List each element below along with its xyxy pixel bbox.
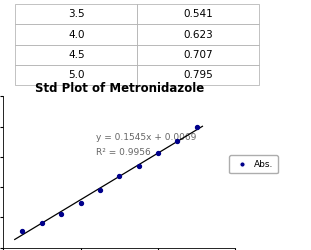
Abs. — [175, 139, 180, 143]
Title: Std Plot of Metronidazole: Std Plot of Metronidazole — [35, 82, 204, 95]
Abs. — [78, 201, 83, 205]
Abs. — [117, 174, 122, 178]
Legend: Abs.: Abs. — [229, 156, 278, 174]
Abs. — [97, 188, 102, 192]
Abs. — [194, 126, 199, 130]
Abs. — [136, 164, 141, 168]
Text: y = 0.1545x + 0.0069: y = 0.1545x + 0.0069 — [96, 133, 196, 142]
Abs. — [156, 152, 160, 156]
Abs. — [59, 212, 64, 216]
Abs. — [39, 222, 44, 226]
Text: R² = 0.9956: R² = 0.9956 — [96, 148, 151, 157]
Abs. — [20, 229, 25, 233]
